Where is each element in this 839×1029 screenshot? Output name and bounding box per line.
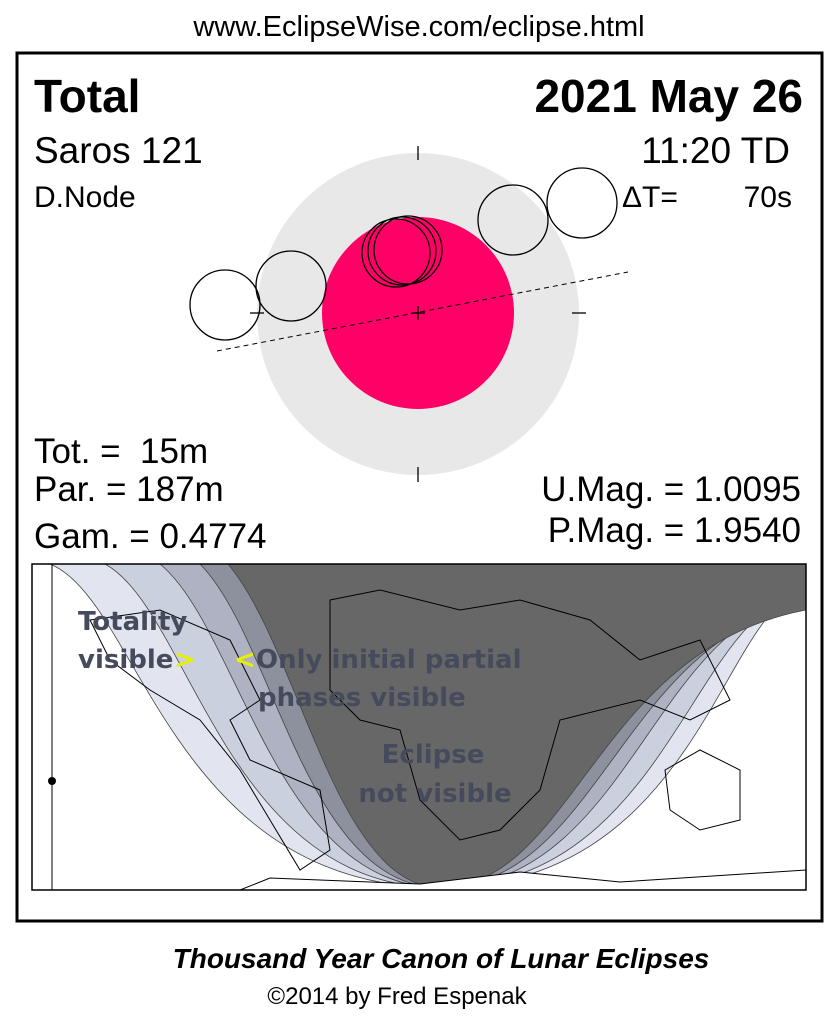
penumbral-magnitude: P.Mag. = 1.9540 bbox=[548, 511, 801, 550]
date: 2021 May 26 bbox=[534, 70, 803, 122]
totality-duration: Tot. = 15m bbox=[34, 432, 208, 471]
not-visible-label-2: not visible bbox=[358, 779, 511, 809]
moon-path bbox=[216, 271, 629, 352]
partial-duration: Par. = 187m bbox=[34, 470, 224, 509]
time: 11:20 TD bbox=[641, 130, 790, 171]
totality-label-2: visible bbox=[78, 645, 173, 675]
moon-positions bbox=[189, 167, 618, 341]
partial-label-2: phases visible bbox=[258, 683, 466, 713]
partial-arrow: < bbox=[234, 645, 256, 675]
frame bbox=[15, 51, 824, 923]
totality-label-1: Totality bbox=[78, 607, 187, 637]
footer-credit: ©2014 by Fred Espenak bbox=[267, 983, 527, 1010]
delta-t: 70s bbox=[744, 181, 792, 214]
gamma: Gam. = 0.4774 bbox=[34, 517, 267, 556]
footer-title: Thousand Year Canon of Lunar Eclipses bbox=[173, 943, 710, 974]
saros: Saros 121 bbox=[34, 130, 203, 171]
eclipse-diagram bbox=[189, 146, 629, 482]
eclipse-type: Total bbox=[34, 70, 140, 122]
not-visible-label-1: Eclipse bbox=[382, 740, 485, 770]
node: D.Node bbox=[34, 181, 136, 214]
delta-t-label: ΔT= bbox=[622, 181, 678, 214]
totality-arrow: > bbox=[174, 645, 196, 675]
visibility-map: Totality visible > < Only initial partia… bbox=[31, 563, 807, 891]
axis-ticks bbox=[250, 146, 586, 482]
umbral-magnitude: U.Mag. = 1.0095 bbox=[541, 470, 801, 509]
partial-label-1: Only initial partial bbox=[256, 645, 521, 675]
url: www.EclipseWise.com/eclipse.html bbox=[192, 11, 644, 43]
